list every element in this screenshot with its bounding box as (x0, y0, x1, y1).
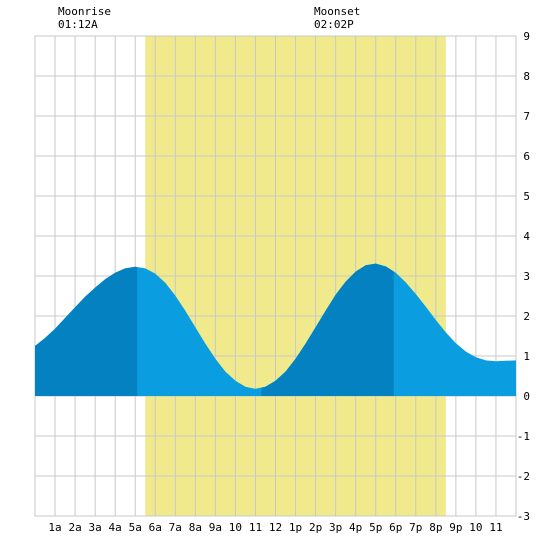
y-tick-label: 9 (523, 30, 530, 43)
tide-area-light (35, 263, 516, 396)
x-tick-label: 11 (489, 521, 502, 534)
moonrise-time: 01:12A (58, 18, 98, 31)
y-tick-label: -2 (517, 470, 530, 483)
x-tick-label: 7a (169, 521, 182, 534)
x-tick-label: 8a (189, 521, 202, 534)
x-tick-label: 4a (109, 521, 122, 534)
x-tick-label: 10 (229, 521, 242, 534)
x-tick-label: 1a (48, 521, 61, 534)
plot-border (34, 35, 517, 517)
x-tick-label: 5a (129, 521, 142, 534)
x-tick-label: 10 (469, 521, 482, 534)
x-tick-label: 11 (249, 521, 262, 534)
x-tick-label: 2a (68, 521, 81, 534)
x-tick-label: 6a (149, 521, 162, 534)
tide-area (35, 263, 516, 396)
x-tick-label: 3p (329, 521, 342, 534)
x-tick-label: 12 (269, 521, 282, 534)
y-tick-label: 7 (523, 110, 530, 123)
y-tick-labels: -3 -2 -1 0 1 2 3 4 5 6 7 8 9 (517, 30, 531, 523)
y-tick-label: -3 (517, 510, 530, 523)
y-tick-label: 8 (523, 70, 530, 83)
x-tick-label: 8p (429, 521, 442, 534)
tide-area-dark-band (35, 266, 138, 396)
x-tick-label: 7p (409, 521, 422, 534)
x-tick-label: 9a (209, 521, 222, 534)
y-tick-label: -1 (517, 430, 530, 443)
x-tick-label: 6p (389, 521, 402, 534)
y-tick-label: 6 (523, 150, 530, 163)
x-tick-label: 5p (369, 521, 382, 534)
y-tick-label: 5 (523, 190, 530, 203)
x-tick-label: 9p (449, 521, 462, 534)
x-tick-labels: 1a 2a 3a 4a 5a 6a 7a 8a 9a 10 11 12 1p 2p 3p 4p 5p 6p 7p 8p… (48, 521, 502, 534)
tide-area-dark-band (261, 263, 394, 396)
x-tick-label: 4p (349, 521, 362, 534)
y-tick-label: 3 (523, 270, 530, 283)
x-tick-label: 1p (289, 521, 302, 534)
moonset-time: 02:02P (314, 18, 354, 31)
moonset-label: Moonset (314, 5, 361, 18)
y-tick-label: 2 (523, 310, 530, 323)
x-tick-label: 2p (309, 521, 322, 534)
y-tick-label: 0 (523, 390, 530, 403)
moonrise-label: Moonrise (58, 5, 111, 18)
y-tick-label: 4 (523, 230, 530, 243)
x-tick-label: 3a (89, 521, 102, 534)
y-tick-label: 1 (523, 350, 530, 363)
